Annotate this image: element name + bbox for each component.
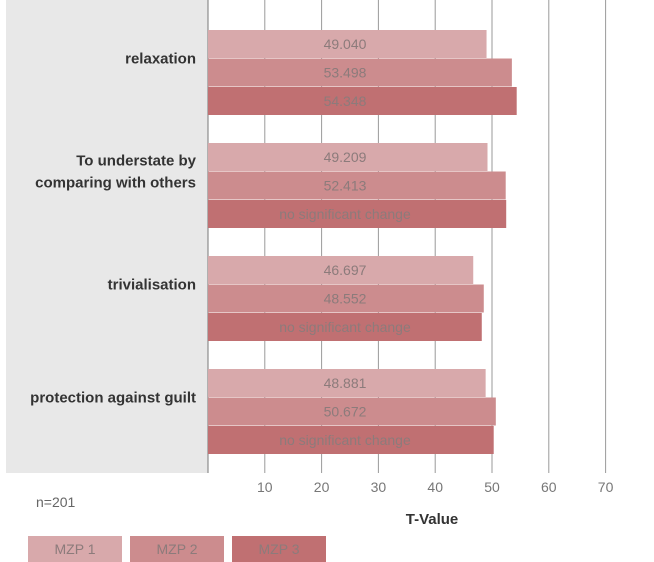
category-labels: relaxation To understate by comparing with… [30, 51, 196, 407]
bar [208, 313, 482, 341]
bar [208, 171, 506, 200]
bar-value-label: no significant change [279, 432, 411, 448]
x-tick-label: 40 [427, 479, 443, 495]
legend-item: MZP 3 [232, 536, 326, 562]
bar-value-label: 53.498 [324, 65, 367, 81]
bar [208, 256, 474, 284]
bars: 49.040 53.498 54.348 49.209 52.413 no signifi… [208, 30, 517, 454]
x-tick-label: 30 [371, 479, 387, 495]
bar-value-label: 50.672 [324, 404, 367, 420]
x-tick-labels: 10 20 30 40 50 60 70 [257, 479, 614, 495]
x-axis-title: T-Value [406, 511, 459, 528]
x-tick-label: 20 [314, 479, 330, 495]
x-axis: 10 20 30 40 50 60 70 [257, 479, 614, 495]
sample-size-note: n=201 [36, 494, 76, 510]
category-label: trivialisation [108, 277, 196, 294]
bar [208, 397, 496, 426]
x-tick-label: 60 [541, 479, 557, 495]
bar [208, 426, 494, 454]
plot-background [6, 0, 208, 473]
bar [208, 284, 484, 313]
category-label: To understate by [76, 153, 196, 170]
bar-chart: 49.040 53.498 54.348 49.209 52.413 no signifi… [6, 0, 607, 473]
bar-value-label: 46.697 [324, 262, 367, 278]
bar [208, 143, 488, 171]
legend-item: MZP 1 [28, 536, 122, 562]
legend: MZP 1 MZP 2 MZP 3 [28, 536, 326, 562]
bar-value-label: no significant change [279, 319, 411, 335]
bar [208, 30, 487, 58]
bar-value-label: 49.209 [324, 149, 367, 165]
bar-value-label: 48.552 [324, 291, 367, 307]
x-tick-label: 10 [257, 479, 273, 495]
legend-item: MZP 2 [130, 536, 224, 562]
category-label: comparing with others [35, 175, 196, 192]
bar-value-label: 49.040 [324, 36, 367, 52]
bar-value-label: 52.413 [324, 178, 367, 194]
category-label: relaxation [125, 51, 196, 68]
bar [208, 200, 507, 228]
category-label: protection against guilt [30, 390, 196, 407]
bar [208, 58, 512, 87]
bar [208, 369, 486, 397]
x-tick-label: 70 [598, 479, 614, 495]
x-axis-title-wrap: T-Value [406, 511, 459, 528]
x-tick-label: 50 [484, 479, 500, 495]
bar-value-label: 54.348 [324, 93, 367, 109]
bar-value-label: 48.881 [324, 375, 367, 391]
bar-value-label: no significant change [279, 206, 411, 222]
bar [208, 87, 517, 115]
